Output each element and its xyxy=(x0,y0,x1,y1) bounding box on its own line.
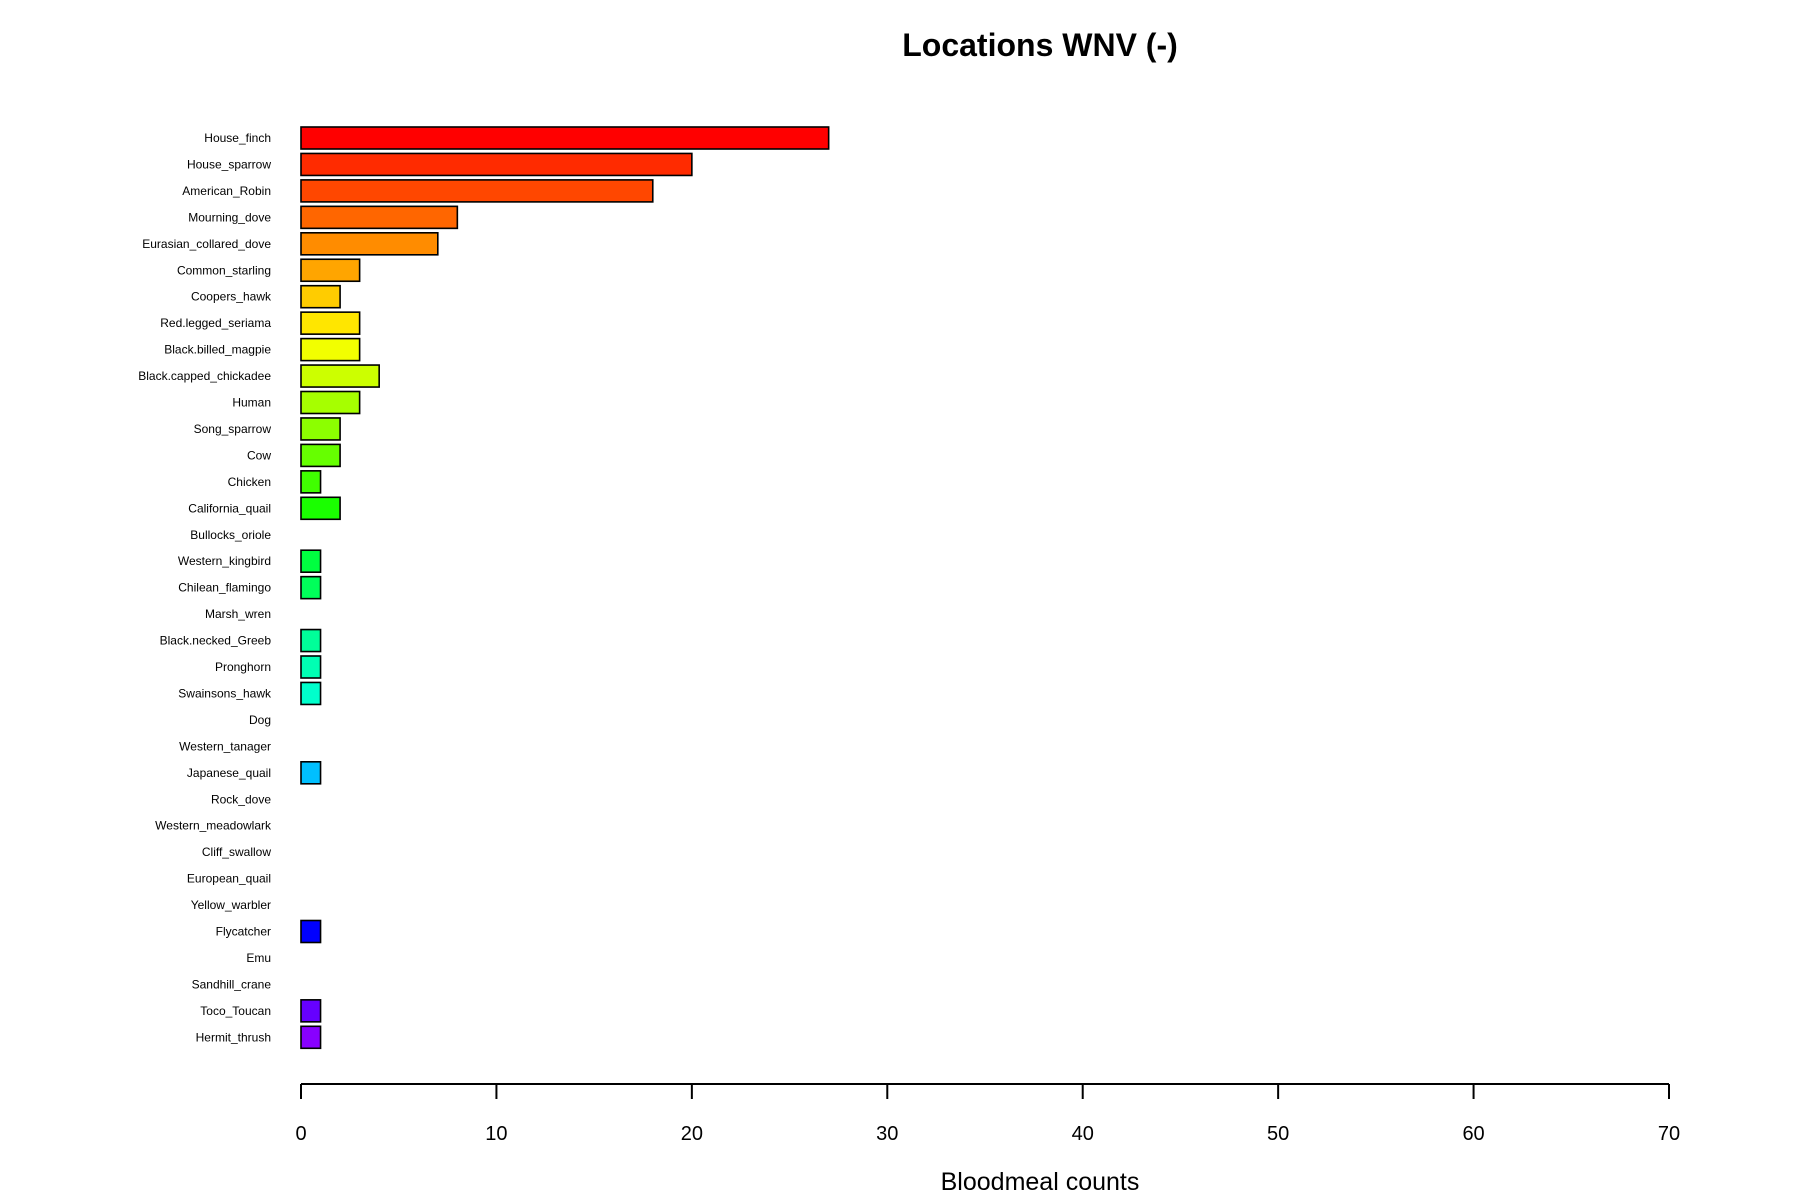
bars-group xyxy=(300,126,830,1050)
x-tick-label: 30 xyxy=(876,1123,898,1145)
x-tick-label: 40 xyxy=(1072,1123,1094,1145)
category-label: Marsh_wren xyxy=(205,607,271,621)
bar-song-sparrow xyxy=(300,417,341,441)
x-tick-label: 50 xyxy=(1267,1123,1289,1145)
category-label: House_sparrow xyxy=(187,157,271,171)
bar-swainsons-hawk xyxy=(300,681,322,706)
x-tick-label: 70 xyxy=(1658,1123,1680,1145)
category-label: European_quail xyxy=(187,872,271,886)
category-label: Chilean_flamingo xyxy=(178,581,271,595)
chart-title: Locations WNV (-) xyxy=(902,27,1178,63)
category-label: Pronghorn xyxy=(215,660,271,674)
x-tick-label: 60 xyxy=(1462,1123,1484,1145)
category-label: Coopers_hawk xyxy=(191,290,272,304)
category-label: Western_kingbird xyxy=(178,554,271,568)
bar-chilean-flamingo xyxy=(300,575,322,600)
category-label: Rock_dove xyxy=(211,792,271,806)
category-label: Black.capped_chickadee xyxy=(138,369,271,383)
bar-mourning-dove xyxy=(300,205,459,230)
category-label: Dog xyxy=(249,713,271,727)
bar-red-legged-seriama xyxy=(300,311,361,335)
category-label: Sandhill_crane xyxy=(192,977,272,991)
bar-western-kingbird xyxy=(300,549,322,574)
bar-house-finch xyxy=(300,126,830,150)
bar-black-capped-chickadee xyxy=(300,364,380,388)
category-label: California_quail xyxy=(188,501,271,515)
category-label: Mourning_dove xyxy=(188,210,271,224)
bar-toco-toucan xyxy=(300,999,322,1023)
bar-black-billed-magpie xyxy=(300,337,361,362)
category-label: Swainsons_hawk xyxy=(178,686,272,700)
category-label: Japanese_quail xyxy=(187,766,271,780)
category-label: Hermit_thrush xyxy=(196,1030,271,1044)
x-axis-label: Bloodmeal counts xyxy=(941,1168,1140,1196)
category-label: House_finch xyxy=(204,131,271,145)
x-tick-label: 20 xyxy=(681,1123,703,1145)
x-tick-label: 10 xyxy=(485,1123,507,1145)
category-label: Red.legged_seriama xyxy=(160,316,271,330)
bar-black-necked-greeb xyxy=(300,628,322,653)
category-label: Chicken xyxy=(228,475,271,489)
category-label: Yellow_warbler xyxy=(191,898,271,912)
bar-chicken xyxy=(300,470,322,494)
bar-california-quail xyxy=(300,496,341,521)
bar-common-starling xyxy=(300,258,361,283)
category-label: Black.necked_Greeb xyxy=(160,634,272,648)
x-tick-label: 0 xyxy=(295,1123,306,1145)
bar-hermit-thrush xyxy=(300,1025,322,1050)
category-label: Emu xyxy=(246,951,271,965)
category-label: Western_meadowlark xyxy=(155,819,272,833)
category-label: Cliff_swallow xyxy=(202,845,271,859)
bar-japanese-quail xyxy=(300,760,322,785)
bar-flycatcher xyxy=(300,919,322,944)
bar-house-sparrow xyxy=(300,152,693,177)
category-label: Cow xyxy=(247,448,271,462)
x-axis: 0 10 20 30 40 50 60 70 xyxy=(295,1083,1680,1145)
bar-american-robin xyxy=(300,179,654,203)
category-label: Song_sparrow xyxy=(194,422,272,436)
category-label: Bullocks_oriole xyxy=(190,528,271,542)
bar-cow xyxy=(300,443,341,468)
bar-human xyxy=(300,390,361,415)
category-label: Toco_Toucan xyxy=(200,1004,271,1018)
bar-eurasian-collared-dove xyxy=(300,232,439,256)
category-label: Common_starling xyxy=(177,263,271,277)
category-label: Western_tanager xyxy=(179,739,271,753)
bar-coopers-hawk xyxy=(300,284,341,309)
category-label: Eurasian_collared_dove xyxy=(142,237,271,251)
category-label: Human xyxy=(232,396,271,410)
category-label: Black.billed_magpie xyxy=(164,343,271,357)
category-labels: House_finch House_sparrow American_Robin Mo… xyxy=(138,131,272,1044)
category-label: Flycatcher xyxy=(216,925,271,939)
category-label: American_Robin xyxy=(182,184,271,198)
bar-pronghorn xyxy=(300,655,322,679)
